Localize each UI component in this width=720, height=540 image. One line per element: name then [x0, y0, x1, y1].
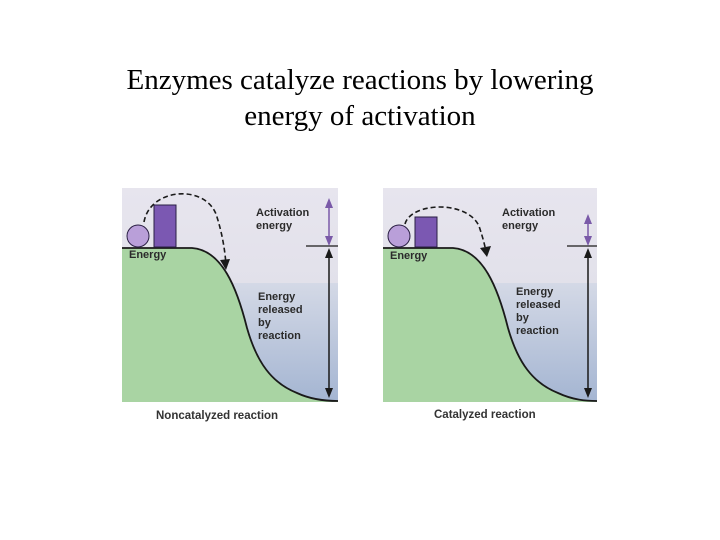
- energy-hill: [122, 248, 338, 402]
- hill-outline: [383, 247, 597, 402]
- title-line-2: energy of activation: [244, 100, 476, 132]
- noncatalyzed-diagram: [122, 188, 338, 402]
- trajectory-arrow: [404, 206, 487, 253]
- released-label-line-2: released: [516, 299, 561, 311]
- trajectory-arrowhead: [480, 246, 491, 257]
- released-label-line-3: by: [258, 317, 271, 329]
- trajectory-arrow: [143, 192, 227, 266]
- activation-energy-label: Activation energy: [256, 207, 309, 233]
- released-arrow-top: [325, 248, 333, 258]
- activation-label-line-2: energy: [502, 220, 539, 232]
- energy-label: Energy: [390, 250, 428, 262]
- noncatalyzed-panel: Energy Activation energy Energy released…: [122, 188, 338, 430]
- catalyzed-panel: Energy Activation energy Energy released…: [383, 188, 597, 430]
- released-label-line-1: Energy: [258, 291, 296, 303]
- catalyzed-diagram: [383, 188, 597, 402]
- catalyzed-caption: Catalyzed reaction: [434, 409, 536, 421]
- activation-label-line-1: Activation: [256, 207, 310, 219]
- energy-label: Energy: [129, 249, 167, 261]
- activation-arrow-top: [584, 214, 592, 224]
- barrier-block: [153, 204, 177, 248]
- barrier-block: [414, 216, 438, 248]
- energy-released-label: Energy released by reaction: [516, 286, 561, 338]
- reactant-ball: [387, 224, 411, 248]
- noncatalyzed-caption: Noncatalyzed reaction: [156, 410, 279, 422]
- released-label-line-4: reaction: [516, 325, 559, 337]
- released-label-line-4: reaction: [258, 330, 301, 342]
- slide-title: Enzymes catalyze reactions by lowering e…: [60, 62, 660, 134]
- released-label-line-3: by: [516, 312, 529, 324]
- reactant-ball: [126, 224, 150, 248]
- activation-arrow-bottom: [325, 236, 333, 246]
- hill-outline: [122, 247, 338, 402]
- activation-label-line-1: Activation: [502, 207, 556, 219]
- released-arrow-bottom: [584, 388, 592, 398]
- released-arrow-top: [584, 248, 592, 258]
- released-label-line-1: Energy: [516, 286, 554, 298]
- activation-arrow-bottom: [584, 236, 592, 246]
- title-line-1: Enzymes catalyze reactions by lowering: [126, 64, 594, 96]
- trajectory-arrowhead: [220, 259, 230, 270]
- released-arrow-bottom: [325, 388, 333, 398]
- activation-arrow-top: [325, 198, 333, 208]
- activation-energy-label: Activation energy: [502, 207, 555, 233]
- activation-label-line-2: energy: [256, 220, 293, 232]
- energy-released-label: Energy released by reaction: [258, 291, 303, 343]
- released-label-line-2: released: [258, 304, 303, 316]
- energy-hill: [383, 248, 597, 402]
